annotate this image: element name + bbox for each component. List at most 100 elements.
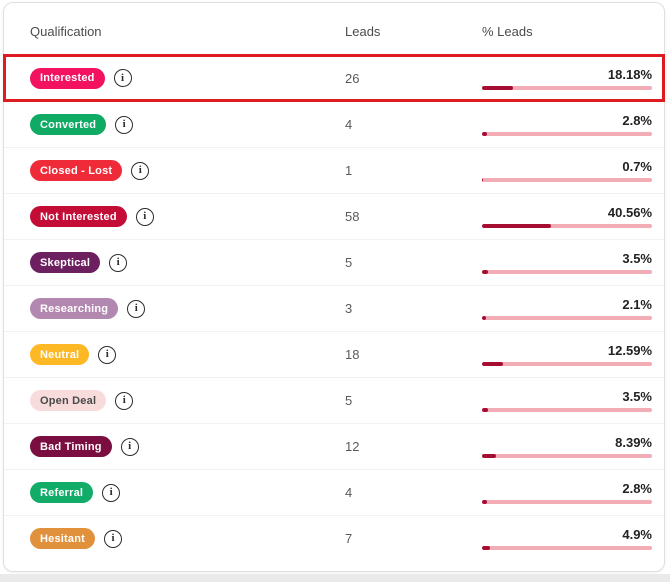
qualification-badge: Neutral xyxy=(30,344,90,365)
info-icon[interactable]: i xyxy=(109,253,128,272)
percent-bar-fill xyxy=(482,178,484,182)
qualification-badge: Hesitant xyxy=(30,528,95,549)
qualification-badge: Researching xyxy=(30,298,119,319)
percent-label: 4.9% xyxy=(622,527,652,542)
percent-cell: 18.18% xyxy=(482,67,652,90)
leads-count: 58 xyxy=(345,209,360,224)
qualification-cell: Interested i xyxy=(30,67,345,89)
info-icon[interactable]: i xyxy=(127,299,146,318)
page-background-strip xyxy=(0,574,670,582)
percent-label: 12.59% xyxy=(607,343,652,358)
percent-bar-track xyxy=(482,178,652,182)
leads-count: 3 xyxy=(345,301,353,316)
qualification-badge: Not Interested xyxy=(30,206,127,227)
qualification-cell: Converted i xyxy=(30,114,345,135)
leads-count: 12 xyxy=(345,439,360,454)
table-row[interactable]: Researching i 3 2.1% xyxy=(4,285,664,331)
qualification-cell: Closed - Lost i xyxy=(30,160,345,181)
table-row[interactable]: Hesitant i 7 4.9% xyxy=(4,515,664,561)
qualification-cell: Bad Timing i xyxy=(30,436,345,457)
qualification-report-card: Qualification Leads % Leads Interested i… xyxy=(3,2,665,572)
qualification-badge: Interested xyxy=(30,67,105,89)
percent-bar-fill xyxy=(482,546,491,550)
info-icon[interactable]: i xyxy=(98,345,117,364)
percent-bar-track xyxy=(482,85,652,90)
table-row[interactable]: Skeptical i 5 3.5% xyxy=(4,239,664,285)
leads-count: 4 xyxy=(345,117,353,132)
percent-cell: 2.8% xyxy=(482,481,652,504)
percent-label: 8.39% xyxy=(615,435,652,450)
percent-cell: 3.5% xyxy=(482,251,652,274)
table-row[interactable]: Neutral i 18 12.59% xyxy=(4,331,664,377)
table-row[interactable]: Closed - Lost i 1 0.7% xyxy=(4,147,664,193)
percent-bar-track xyxy=(482,500,652,504)
percent-bar-track xyxy=(482,362,652,366)
percent-bar-track xyxy=(482,316,652,320)
percent-bar-track xyxy=(482,454,652,458)
percent-bar-track xyxy=(482,132,652,136)
table-row[interactable]: Open Deal i 5 3.5% xyxy=(4,377,664,423)
qualification-badge: Closed - Lost xyxy=(30,160,123,181)
percent-bar-track xyxy=(482,270,652,274)
leads-count: 5 xyxy=(345,393,353,408)
percent-label: 3.5% xyxy=(622,389,652,404)
percent-cell: 12.59% xyxy=(482,343,652,366)
info-icon[interactable]: i xyxy=(113,69,132,87)
percent-bar-fill xyxy=(482,362,504,366)
info-icon[interactable]: i xyxy=(131,161,150,180)
percent-cell: 3.5% xyxy=(482,389,652,412)
qualification-badge: Referral xyxy=(30,482,94,503)
table-row[interactable]: Bad Timing i 12 8.39% xyxy=(4,423,664,469)
table-header: Qualification Leads % Leads xyxy=(4,3,664,55)
column-header-qualification[interactable]: Qualification xyxy=(30,23,102,39)
percent-bar-fill xyxy=(482,224,551,228)
column-header-pct-leads[interactable]: % Leads xyxy=(482,23,533,39)
percent-cell: 40.56% xyxy=(482,205,652,228)
percent-bar-fill xyxy=(482,316,486,320)
table-row[interactable]: Converted i 4 2.8% xyxy=(4,101,664,147)
percent-cell: 2.1% xyxy=(482,297,652,320)
info-icon[interactable]: i xyxy=(104,529,122,548)
qualification-cell: Referral i xyxy=(30,482,345,503)
percent-cell: 0.7% xyxy=(482,159,652,182)
leads-count: 18 xyxy=(345,347,360,362)
percent-bar-track xyxy=(482,224,652,228)
qualification-cell: Open Deal i xyxy=(30,390,345,411)
percent-label: 40.56% xyxy=(607,205,652,220)
info-icon[interactable]: i xyxy=(115,391,134,410)
percent-bar-fill xyxy=(482,85,513,90)
percent-label: 18.18% xyxy=(607,66,652,82)
leads-count: 4 xyxy=(345,485,353,500)
info-icon[interactable]: i xyxy=(102,483,121,502)
qualification-badge: Skeptical xyxy=(30,252,101,273)
percent-label: 0.7% xyxy=(622,159,652,174)
qualification-cell: Skeptical i xyxy=(30,252,345,273)
qualification-cell: Hesitant i xyxy=(30,528,345,549)
percent-bar-fill xyxy=(482,454,497,458)
info-icon[interactable]: i xyxy=(115,115,134,134)
info-icon[interactable]: i xyxy=(135,207,154,226)
info-icon[interactable]: i xyxy=(120,437,139,456)
table-row[interactable]: Interested i 26 18.18% xyxy=(3,54,665,102)
leads-count: 1 xyxy=(345,163,353,178)
percent-bar-fill xyxy=(482,500,487,504)
percent-label: 2.1% xyxy=(622,297,652,312)
leads-count: 7 xyxy=(345,531,353,546)
leads-count: 5 xyxy=(345,255,353,270)
percent-bar-track xyxy=(482,408,652,412)
percent-bar-track xyxy=(482,546,652,550)
qualification-cell: Not Interested i xyxy=(30,206,345,227)
percent-cell: 2.8% xyxy=(482,113,652,136)
table-row[interactable]: Not Interested i 58 40.56% xyxy=(4,193,664,239)
qualification-badge: Bad Timing xyxy=(30,436,112,457)
column-header-leads[interactable]: Leads xyxy=(345,23,381,39)
percent-label: 3.5% xyxy=(622,251,652,266)
table-row[interactable]: Referral i 4 2.8% xyxy=(4,469,664,515)
percent-bar-fill xyxy=(482,132,487,136)
leads-count: 26 xyxy=(345,70,360,86)
percent-cell: 8.39% xyxy=(482,435,652,458)
percent-bar-fill xyxy=(482,270,488,274)
qualification-cell: Neutral i xyxy=(30,344,345,365)
qualification-badge: Converted xyxy=(30,114,107,135)
percent-bar-fill xyxy=(482,408,488,412)
